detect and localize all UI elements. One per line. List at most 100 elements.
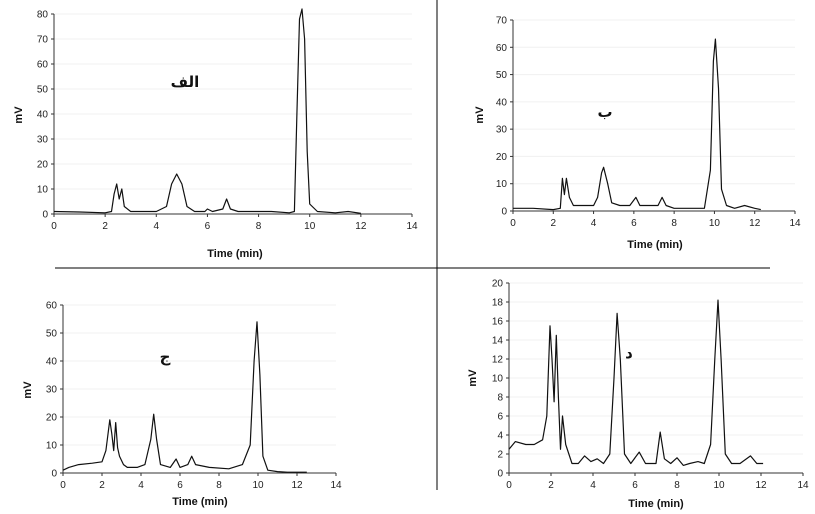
y-tick-label: 14	[492, 336, 504, 347]
y-tick-label: 20	[46, 413, 58, 424]
y-tick-label: 10	[492, 374, 504, 385]
x-tick-label: 8	[216, 480, 222, 491]
y-tick-label: 0	[42, 210, 48, 221]
y-tick-label: 60	[37, 60, 49, 71]
y-tick-label: 70	[37, 35, 49, 46]
x-tick-label: 6	[205, 221, 211, 232]
y-tick-label: 18	[492, 298, 504, 309]
x-tick-label: 4	[154, 221, 160, 232]
panel-d-series	[508, 299, 764, 466]
y-tick-label: 16	[492, 317, 504, 328]
x-tick-label: 6	[632, 480, 638, 491]
panel-c-x-ticks: 0 2 4 6 8 10 12 14	[60, 473, 342, 491]
x-tick-label: 0	[510, 218, 516, 229]
panel-d-label: د	[625, 344, 633, 362]
y-tick-label: 50	[46, 329, 58, 340]
y-tick-label: 0	[497, 469, 503, 480]
x-tick-label: 4	[591, 218, 597, 229]
y-tick-label: 12	[492, 355, 504, 366]
y-tick-label: 50	[496, 70, 508, 81]
y-tick-label: 40	[37, 110, 49, 121]
panel-d-x-axis-label: Time (min)	[628, 498, 684, 510]
y-tick-label: 2	[497, 450, 503, 461]
y-tick-label: 40	[46, 357, 58, 368]
x-tick-label: 0	[51, 221, 57, 232]
x-tick-label: 12	[291, 480, 303, 491]
panel-c-series	[62, 321, 307, 473]
x-tick-label: 10	[252, 480, 264, 491]
y-tick-label: 20	[37, 160, 49, 171]
x-tick-label: 0	[506, 480, 512, 491]
x-tick-label: 14	[789, 218, 801, 229]
panel-a-chart: 0 10 20 30 40 50 60 70 80 0 2 4 6 8 10 12 14 الف Time (…	[13, 8, 418, 260]
panel-d-y-ticks: 0 2 4 6 8 10 12 14 16 18 20	[492, 279, 509, 480]
y-tick-label: 4	[497, 431, 503, 442]
panel-a-x-axis-label: Time (min)	[207, 248, 263, 260]
x-tick-label: 6	[177, 480, 183, 491]
y-tick-label: 20	[496, 152, 508, 163]
y-tick-label: 0	[501, 207, 507, 218]
x-tick-label: 14	[406, 221, 418, 232]
y-tick-label: 10	[37, 185, 49, 196]
x-tick-label: 2	[548, 480, 554, 491]
x-tick-label: 10	[713, 480, 725, 491]
y-tick-label: 8	[497, 393, 503, 404]
x-tick-label: 8	[674, 480, 680, 491]
x-tick-label: 8	[671, 218, 677, 229]
panel-b-x-axis-label: Time (min)	[627, 239, 683, 251]
y-tick-label: 50	[37, 85, 49, 96]
panel-c-x-axis-label: Time (min)	[172, 496, 228, 508]
y-tick-label: 10	[496, 179, 508, 190]
panel-b-y-ticks: 0 10 20 30 40 50 60 70	[496, 16, 513, 218]
panel-b-chart: 0 10 20 30 40 50 60 70 0 2 4 6 8 10 12 14 ب Time (min)…	[474, 16, 801, 252]
panel-a-x-ticks: 0 2 4 6 8 10 12 14	[51, 214, 418, 232]
panel-c-gridlines	[63, 304, 336, 446]
panel-d-y-axis-label: mV	[467, 369, 479, 387]
panel-b-y-axis-label: mV	[474, 106, 486, 124]
panel-c-y-axis-label: mV	[22, 381, 34, 399]
y-tick-label: 6	[497, 412, 503, 423]
panel-b-axes	[512, 20, 795, 212]
y-tick-label: 60	[496, 43, 508, 54]
panel-b-series	[513, 38, 761, 211]
x-tick-label: 10	[304, 221, 316, 232]
y-tick-label: 30	[46, 385, 58, 396]
x-tick-label: 12	[755, 480, 767, 491]
x-tick-label: 2	[99, 480, 105, 491]
panel-d-x-ticks: 0 2 4 6 8 10 12 14	[506, 473, 809, 491]
panel-a-y-axis-label: mV	[13, 106, 25, 124]
chromatogram-trace-1	[513, 38, 761, 211]
x-tick-label: 8	[256, 221, 262, 232]
panel-a-series	[53, 8, 361, 214]
y-tick-label: 40	[496, 97, 508, 108]
x-tick-label: 14	[797, 480, 809, 491]
x-tick-label: 14	[330, 480, 342, 491]
panel-b-label: ب	[597, 103, 612, 121]
y-tick-label: 80	[37, 10, 49, 21]
y-tick-label: 0	[51, 469, 57, 480]
panel-a-y-ticks: 0 10 20 30 40 50 60 70 80	[37, 10, 54, 221]
x-tick-label: 2	[551, 218, 557, 229]
panel-a-label: الف	[171, 73, 200, 91]
chromatogram-trace-1	[508, 299, 764, 466]
panel-c-y-ticks: 0 10 20 30 40 50 60	[46, 301, 63, 480]
x-tick-label: 4	[590, 480, 596, 491]
chromatogram-trace-1	[53, 8, 361, 214]
x-tick-label: 6	[631, 218, 637, 229]
x-tick-label: 12	[749, 218, 761, 229]
x-tick-label: 2	[102, 221, 108, 232]
chromatogram-trace-1	[62, 321, 307, 473]
y-tick-label: 20	[492, 279, 504, 290]
panel-a-gridlines	[54, 13, 412, 190]
panel-d-gridlines	[509, 282, 803, 455]
panel-c-chart: 0 10 20 30 40 50 60 0 2 4 6 8 10 12 14 ج Time (min) m…	[22, 301, 342, 509]
y-tick-label: 60	[46, 301, 58, 312]
y-tick-label: 10	[46, 441, 58, 452]
x-tick-label: 10	[709, 218, 721, 229]
x-tick-label: 4	[138, 480, 144, 491]
x-tick-label: 12	[355, 221, 367, 232]
y-tick-label: 70	[496, 16, 508, 27]
panel-b-x-ticks: 0 2 4 6 8 10 12 14	[510, 211, 801, 229]
y-tick-label: 30	[496, 125, 508, 136]
